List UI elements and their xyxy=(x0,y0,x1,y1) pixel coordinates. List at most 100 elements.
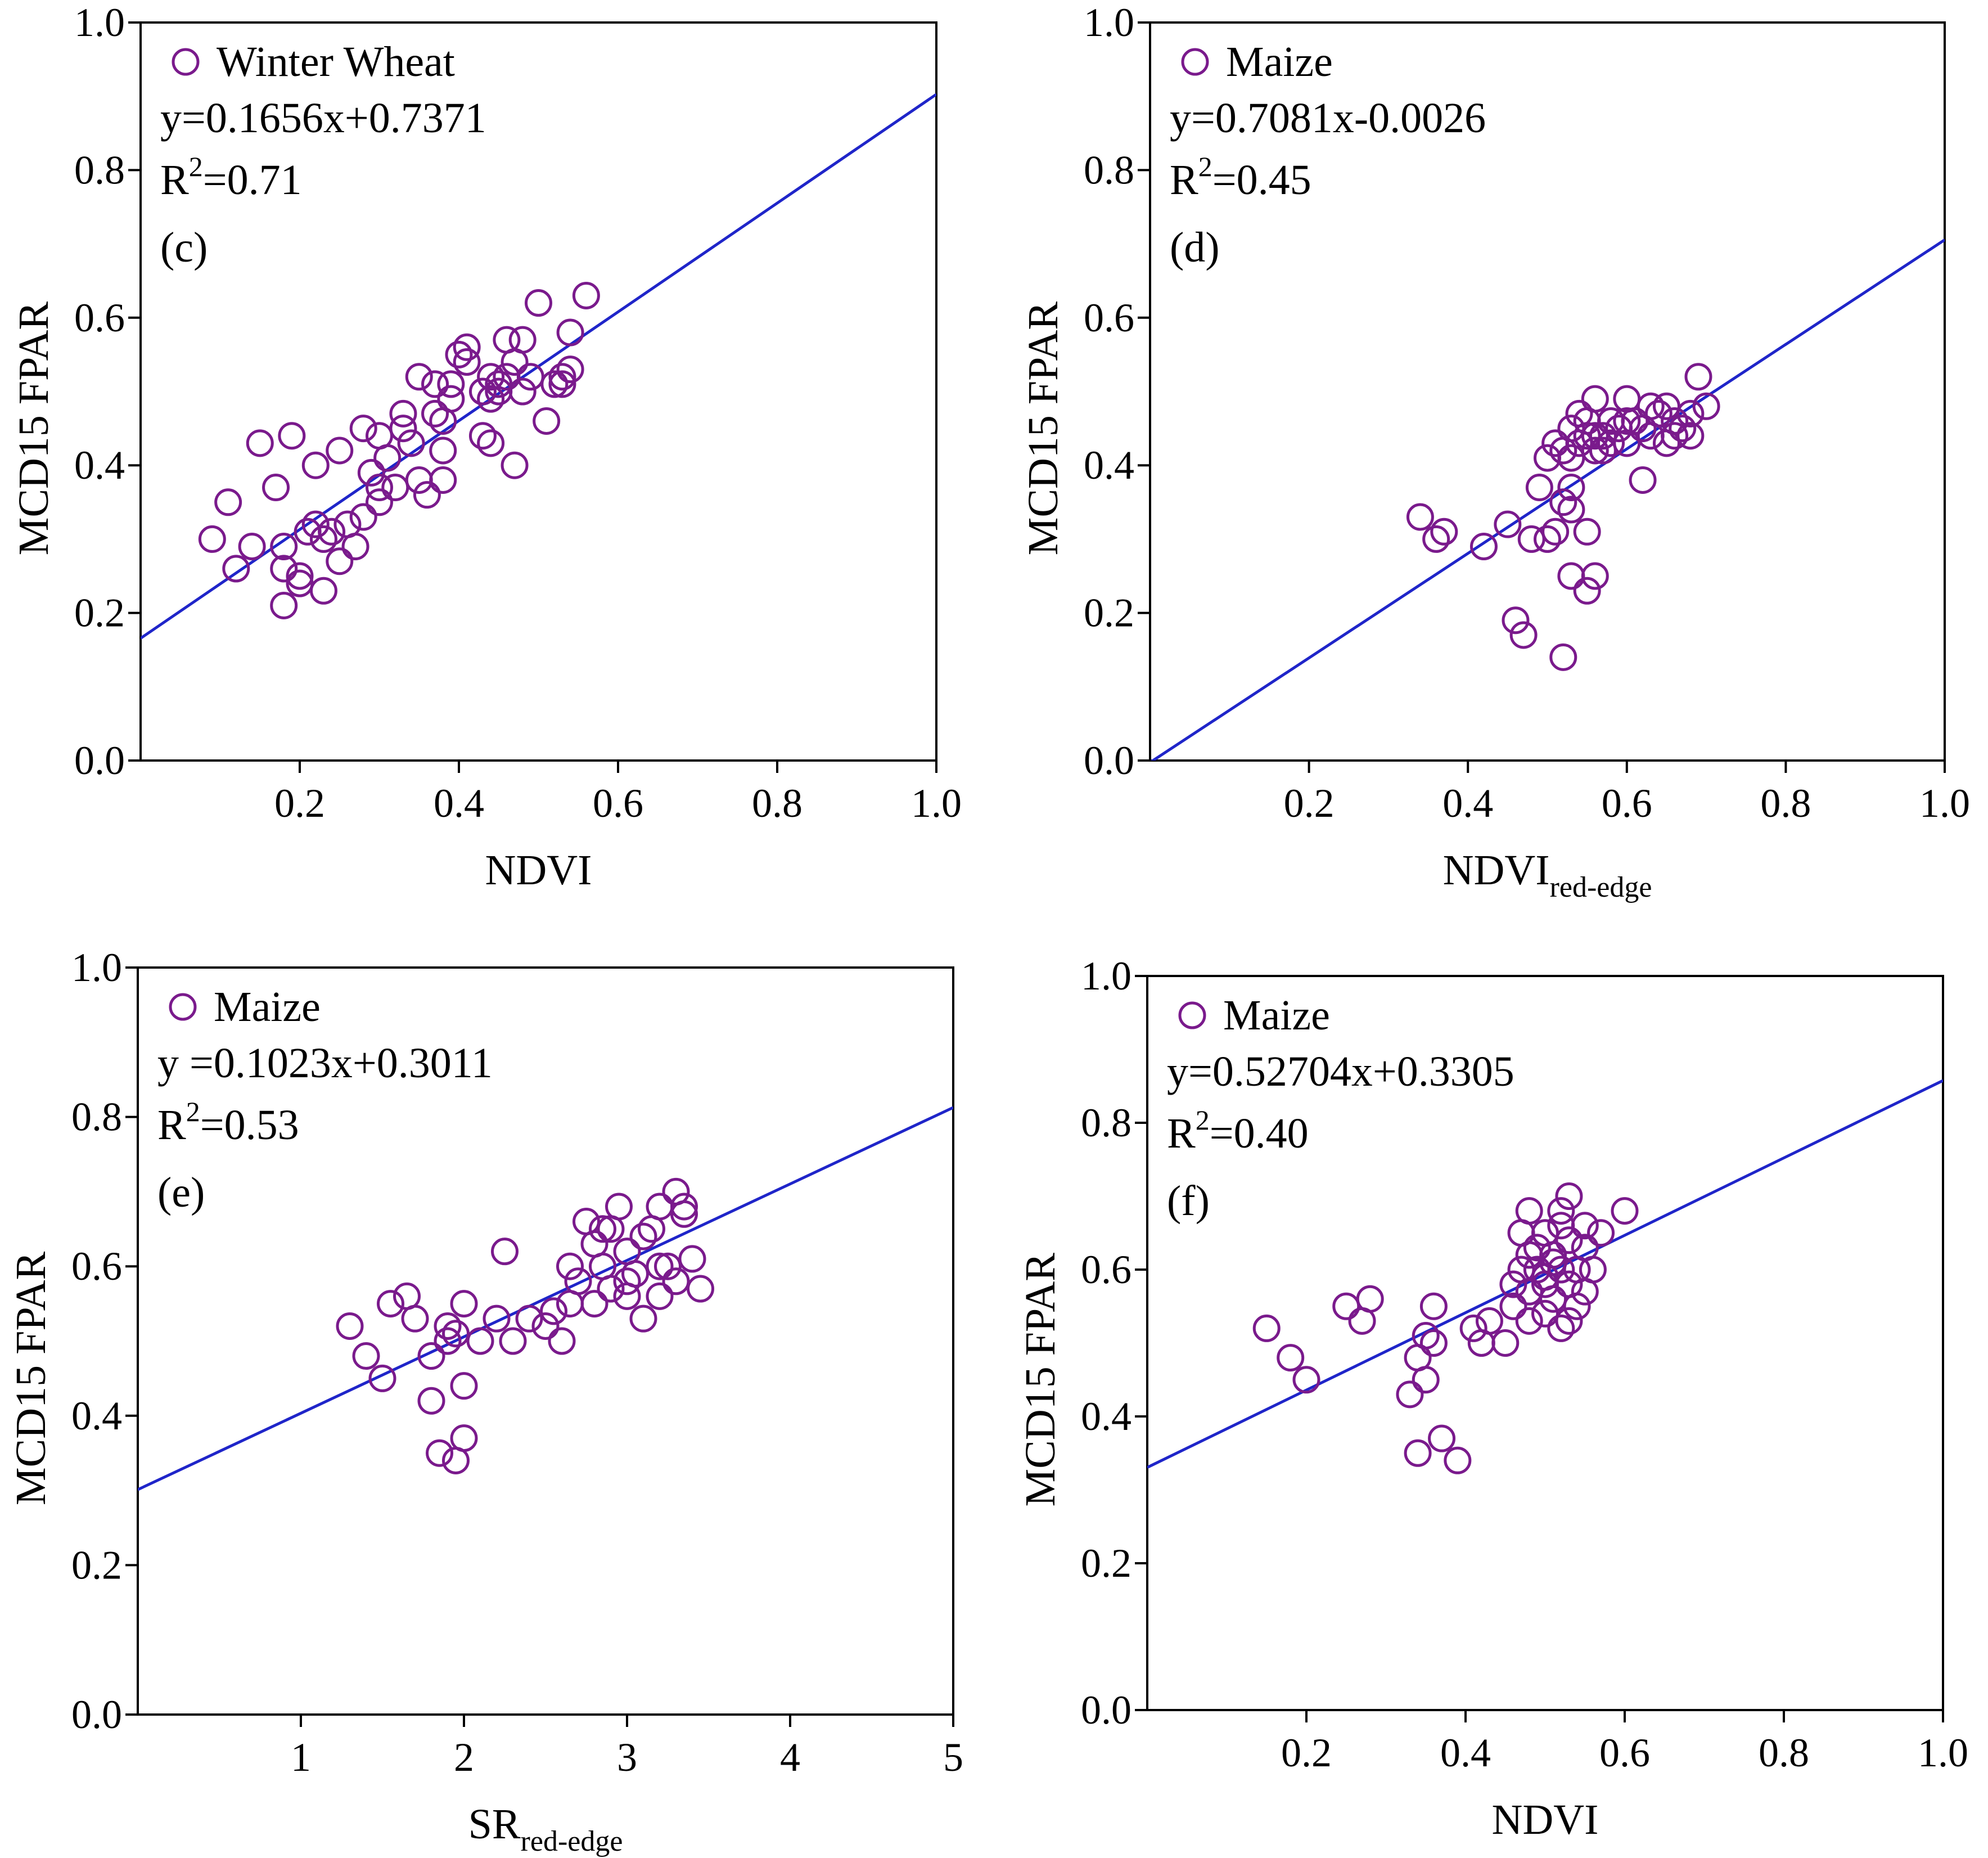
y-tick-label: 0.0 xyxy=(71,1692,122,1737)
x-axis-title: NDVI xyxy=(1492,1796,1599,1843)
data-point xyxy=(405,363,433,391)
x-tick-label: 0.6 xyxy=(1599,1730,1650,1775)
y-axis-title: MCD15 FPAR xyxy=(1017,1253,1064,1507)
data-point xyxy=(1515,1197,1543,1225)
data-point xyxy=(1637,392,1665,420)
data-point xyxy=(1509,621,1538,649)
data-point xyxy=(548,1327,576,1355)
y-tick-label: 1.0 xyxy=(1084,0,1134,45)
data-point xyxy=(1549,643,1577,671)
data-point xyxy=(1581,385,1609,413)
regression-equation: y=0.52704x+0.3305 xyxy=(1167,1048,1514,1095)
data-point xyxy=(434,1312,462,1340)
scatter-points xyxy=(198,281,600,619)
panel-e: 0.0 0.2 0.4 0.6 0.8 1.0 1 2 3 4 5 MCD15 FPAR SRred-e… xyxy=(7,945,963,1857)
data-point xyxy=(368,1364,396,1392)
data-point xyxy=(477,363,505,391)
x-tick-label: 0.2 xyxy=(1281,1730,1332,1775)
y-tick-label: 0.6 xyxy=(74,295,125,340)
plot-frame xyxy=(139,21,937,762)
x-tick-label: 0.4 xyxy=(1442,781,1493,826)
legend-marker xyxy=(172,48,200,76)
legend-label: Maize xyxy=(1226,38,1333,86)
data-point xyxy=(1469,533,1498,561)
y-tick-label: 0.2 xyxy=(74,591,125,636)
data-point xyxy=(318,518,346,546)
x-tick-label: 1.0 xyxy=(911,781,962,826)
scatter-points xyxy=(336,1177,714,1474)
data-point xyxy=(389,415,417,443)
x-tick-label: 4 xyxy=(780,1735,800,1780)
x-axis-title-subscript: red-edge xyxy=(521,1825,623,1857)
y-tick-label: 1.0 xyxy=(71,945,122,990)
panel-f: 0.0 0.2 0.4 0.6 0.8 1.0 0.2 0.4 0.6 0.8 1.0 MCD15 F… xyxy=(1017,953,1968,1843)
data-point xyxy=(597,1275,625,1303)
data-point xyxy=(1541,518,1570,546)
panel-label: (e) xyxy=(157,1169,205,1216)
data-point xyxy=(646,1252,674,1280)
data-point xyxy=(1292,1366,1320,1394)
data-point xyxy=(453,348,481,376)
data-point xyxy=(1573,518,1601,546)
y-tick-label: 0.8 xyxy=(1084,147,1134,192)
x-axis-title-main: NDVI xyxy=(1443,847,1550,894)
data-point xyxy=(1534,525,1561,553)
data-point xyxy=(301,451,330,479)
data-point xyxy=(1406,503,1434,531)
x-axis-title-main: NDVI xyxy=(1492,1796,1599,1843)
r-squared-symbol: R xyxy=(160,156,189,204)
data-point xyxy=(1676,399,1705,428)
data-point xyxy=(501,451,529,479)
data-point xyxy=(198,525,226,553)
data-point xyxy=(687,1275,714,1303)
data-point xyxy=(377,1290,404,1318)
x-axis-title-main: SR xyxy=(468,1801,521,1848)
scatter-points xyxy=(1252,1182,1639,1474)
data-point xyxy=(1563,1292,1591,1320)
data-point xyxy=(589,1215,616,1243)
data-point xyxy=(373,444,402,472)
x-tick-label: 3 xyxy=(617,1735,637,1780)
data-point xyxy=(389,399,417,428)
data-point xyxy=(1539,1248,1567,1276)
data-point xyxy=(453,333,481,361)
data-point xyxy=(1692,392,1720,420)
x-axis-title: NDVIred-edge xyxy=(1443,847,1652,903)
legend-label: Maize xyxy=(214,983,321,1031)
data-point xyxy=(309,525,337,553)
data-point xyxy=(1549,488,1577,516)
data-point xyxy=(286,562,314,590)
data-point xyxy=(678,1245,706,1273)
x-tick-label: 0.4 xyxy=(434,781,484,826)
data-point xyxy=(662,1267,690,1295)
r-squared: R2=0.53 xyxy=(157,1096,299,1149)
data-point xyxy=(397,429,425,457)
data-point xyxy=(1644,399,1673,428)
data-point xyxy=(1547,1256,1575,1284)
data-point xyxy=(1396,1380,1424,1409)
data-point xyxy=(515,1304,543,1333)
data-point xyxy=(1499,1292,1527,1320)
legend-marker xyxy=(169,993,197,1021)
data-point xyxy=(429,466,457,494)
panel-c: 0.0 0.2 0.4 0.6 0.8 1.0 0.2 0.4 0.6 0.8 1.0 MCD15 F… xyxy=(10,0,962,894)
data-point xyxy=(491,1238,519,1266)
data-point xyxy=(450,1424,478,1452)
data-point xyxy=(1404,1439,1432,1467)
x-tick-label: 0.6 xyxy=(593,781,643,826)
x-axis-title: NDVI xyxy=(485,847,592,894)
data-point xyxy=(1531,1263,1559,1291)
data-point xyxy=(629,1304,657,1333)
data-point xyxy=(1555,1226,1583,1254)
data-point xyxy=(270,555,298,583)
r-squared-symbol: R xyxy=(1170,156,1198,204)
y-tick-label: 0.6 xyxy=(71,1244,122,1289)
data-point xyxy=(450,1372,478,1400)
data-point xyxy=(1459,1314,1487,1342)
x-tick-label: 5 xyxy=(943,1735,963,1780)
data-point xyxy=(548,363,576,391)
data-point xyxy=(508,326,537,354)
data-point xyxy=(1597,429,1625,457)
r-squared-exponent: 2 xyxy=(1196,1104,1210,1136)
